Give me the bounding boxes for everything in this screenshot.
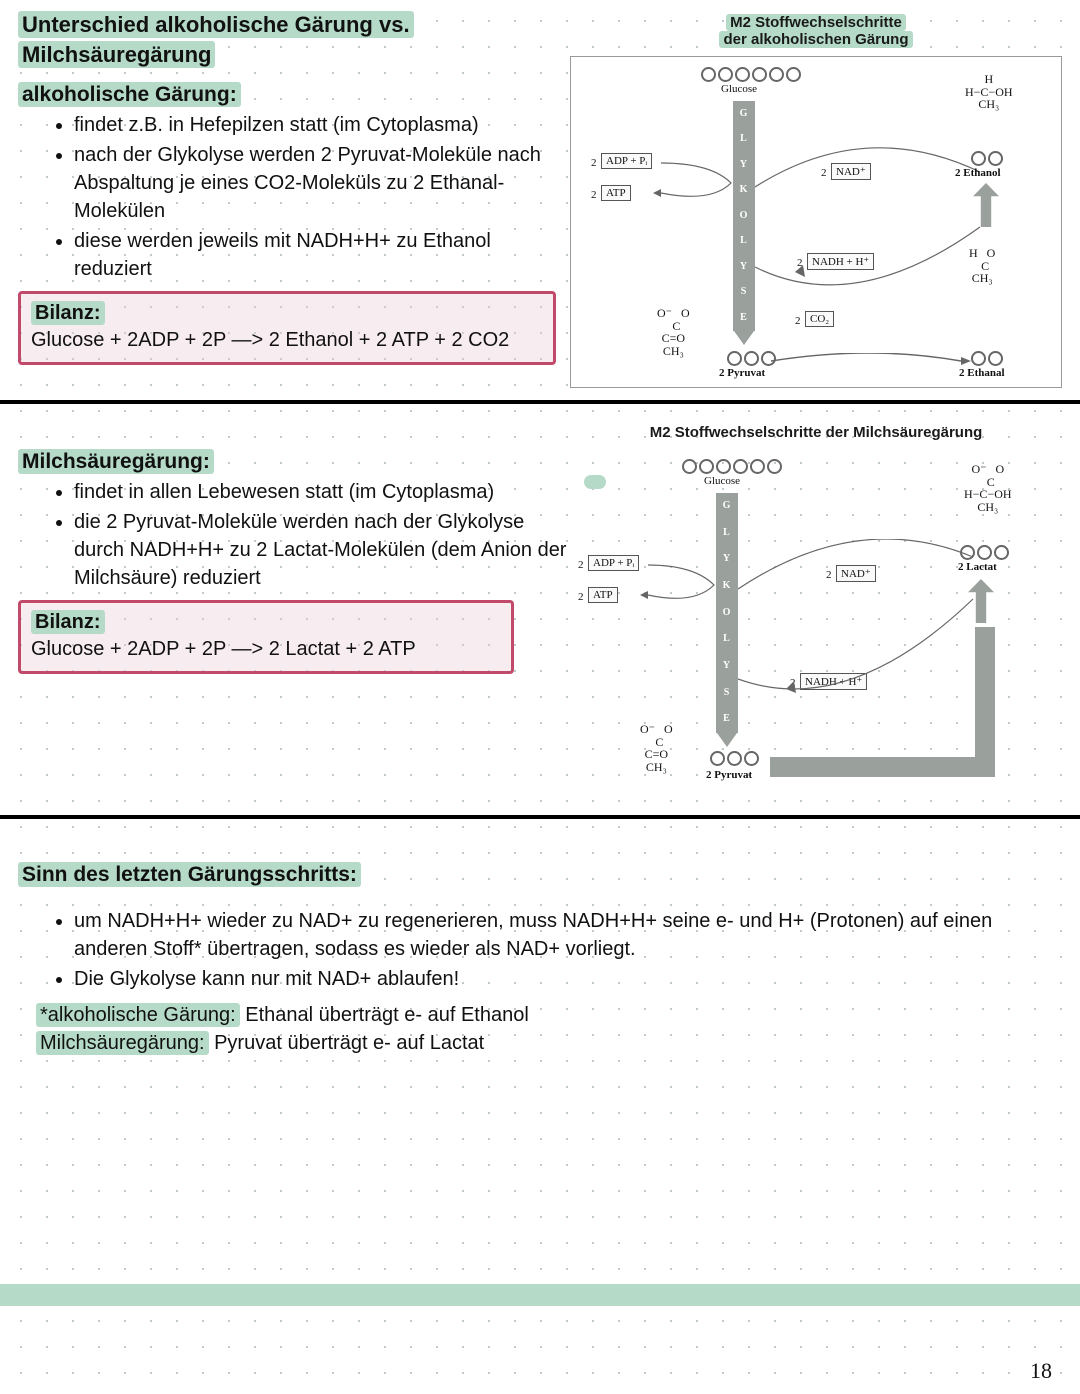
down-arrow-icon bbox=[734, 331, 754, 345]
ethanal-formula: H O C CH₃ bbox=[969, 247, 995, 285]
adp-loop-icon bbox=[630, 555, 722, 615]
pyruvat-formula: O⁻ O C C=O CH₃ bbox=[640, 723, 673, 773]
section-lactic: Milchsäuregärung: findet in allen Lebewe… bbox=[0, 404, 1080, 803]
ethanol-formula: H H−C−OH CH₃ bbox=[965, 73, 1013, 111]
lac-bullet: findet in allen Lebewesen statt (im Cyto… bbox=[74, 478, 570, 506]
pyruvat-circles-icon bbox=[727, 351, 776, 366]
glycolyse-bar: G L Y K O L Y S E bbox=[733, 101, 755, 331]
alc-bullet: findet z.B. in Hefepilzen statt (im Cyto… bbox=[74, 111, 570, 139]
bottom-arrow-icon bbox=[771, 353, 971, 373]
ethanal-circles-icon bbox=[971, 351, 1003, 366]
alc-left-col: Unterschied alkoholische Gärung vs. Milc… bbox=[18, 10, 570, 388]
lac-bilanz-eq: Glucose + 2ADP + 2P —> 2 Lactat + 2 ATP bbox=[31, 638, 416, 660]
lactat-formula: O⁻ O C H−C−OH CH₃ bbox=[964, 463, 1012, 513]
atp-box: ATP bbox=[601, 185, 631, 201]
lac-right-col: M2 Stoffwechselschritte der Milchsäuregä… bbox=[570, 420, 1062, 799]
alc-heading: alkoholische Gärung: bbox=[18, 83, 570, 107]
lac-diagram: Glucose G L Y K O L Y S E 2 ADP + Pᵢ 2 A… bbox=[570, 449, 1062, 799]
lac-diag-title: M2 Stoffwechselschritte der Milchsäuregä… bbox=[570, 424, 1062, 441]
main-title-line2: Milchsäuregärung bbox=[18, 41, 215, 68]
alc-right-col: M2 Stoffwechselschritte der alkoholische… bbox=[570, 10, 1062, 388]
nad-loop-icon bbox=[738, 539, 988, 739]
ethanol-circles-icon bbox=[971, 151, 1003, 166]
lactat-circles-icon bbox=[960, 545, 1009, 560]
pyruvat-formula: O⁻ O C C=O CH₃ bbox=[657, 307, 690, 357]
alc-bullet: diese werden jeweils mit NADH+H+ zu Etha… bbox=[74, 227, 570, 283]
sinn-heading: Sinn des letzten Gärungsschritts: bbox=[18, 863, 1062, 887]
glucose-circles-icon bbox=[682, 459, 782, 474]
section-sinn: Sinn des letzten Gärungsschritts: um NAD… bbox=[0, 819, 1080, 1061]
lac-bullet: die 2 Pyruvat-Moleküle werden nach der G… bbox=[74, 508, 570, 592]
grey-bar-icon bbox=[770, 757, 995, 777]
glucose-label: Glucose bbox=[704, 475, 740, 487]
section-alcoholic: Unterschied alkoholische Gärung vs. Milc… bbox=[0, 0, 1080, 392]
lactat-label: 2 Lactat bbox=[958, 561, 997, 573]
lac-left-col: Milchsäuregärung: findet in allen Lebewe… bbox=[18, 420, 570, 799]
ethanol-label: 2 Ethanol bbox=[955, 167, 1001, 179]
green-blob-icon bbox=[584, 475, 606, 489]
adp-loop-icon bbox=[641, 153, 741, 213]
down-arrow-icon bbox=[717, 733, 737, 747]
atp-box: ATP bbox=[588, 587, 618, 603]
alc-diag-title: M2 Stoffwechselschritte der alkoholische… bbox=[570, 14, 1062, 48]
pyruvat-label: 2 Pyruvat bbox=[706, 769, 752, 781]
alc-bilanz-eq: Glucose + 2ADP + 2P —> 2 Ethanol + 2 ATP… bbox=[31, 329, 509, 351]
lac-heading: Milchsäuregärung: bbox=[18, 450, 570, 474]
lac-bilanz-box: Bilanz: Glucose + 2ADP + 2P —> 2 Lactat … bbox=[18, 600, 514, 674]
glucose-label: Glucose bbox=[721, 83, 757, 95]
sinn-note1: *alkoholische Gärung: Ethanal überträgt … bbox=[36, 1001, 1044, 1029]
pyruvat-circles-icon bbox=[710, 751, 759, 766]
sinn-bullet: um NADH+H+ wieder zu NAD+ zu regeneriere… bbox=[74, 907, 1062, 963]
pyruvat-label: 2 Pyruvat bbox=[719, 367, 765, 379]
alc-bullet: nach der Glykolyse werden 2 Pyruvat-Mole… bbox=[74, 141, 570, 225]
main-title-line1: Unterschied alkoholische Gärung vs. bbox=[18, 11, 414, 38]
lac-bullets: findet in allen Lebewesen statt (im Cyto… bbox=[18, 478, 570, 592]
alc-diagram: Glucose G L Y K O L Y S E 2 ADP + Pᵢ 2 A… bbox=[570, 56, 1062, 388]
page-number: 18 bbox=[1030, 1358, 1052, 1384]
sinn-bullets: um NADH+H+ wieder zu NAD+ zu regeneriere… bbox=[18, 907, 1062, 993]
sinn-note2: Milchsäuregärung: Pyruvat überträgt e- a… bbox=[36, 1029, 1044, 1057]
main-title: Unterschied alkoholische Gärung vs. Milc… bbox=[18, 10, 570, 69]
glucose-circles-icon bbox=[701, 67, 801, 82]
co2-box: CO₂ bbox=[805, 311, 834, 327]
bilanz-label: Bilanz: bbox=[31, 610, 105, 634]
alc-bilanz-box: Bilanz: Glucose + 2ADP + 2P —> 2 Ethanol… bbox=[18, 291, 556, 365]
green-band bbox=[0, 1284, 1080, 1306]
grey-bar-icon bbox=[975, 627, 995, 777]
sinn-bullet: Die Glykolyse kann nur mit NAD+ ablaufen… bbox=[74, 965, 1062, 993]
alc-bullets: findet z.B. in Hefepilzen statt (im Cyto… bbox=[18, 111, 570, 283]
bilanz-label: Bilanz: bbox=[31, 301, 105, 325]
